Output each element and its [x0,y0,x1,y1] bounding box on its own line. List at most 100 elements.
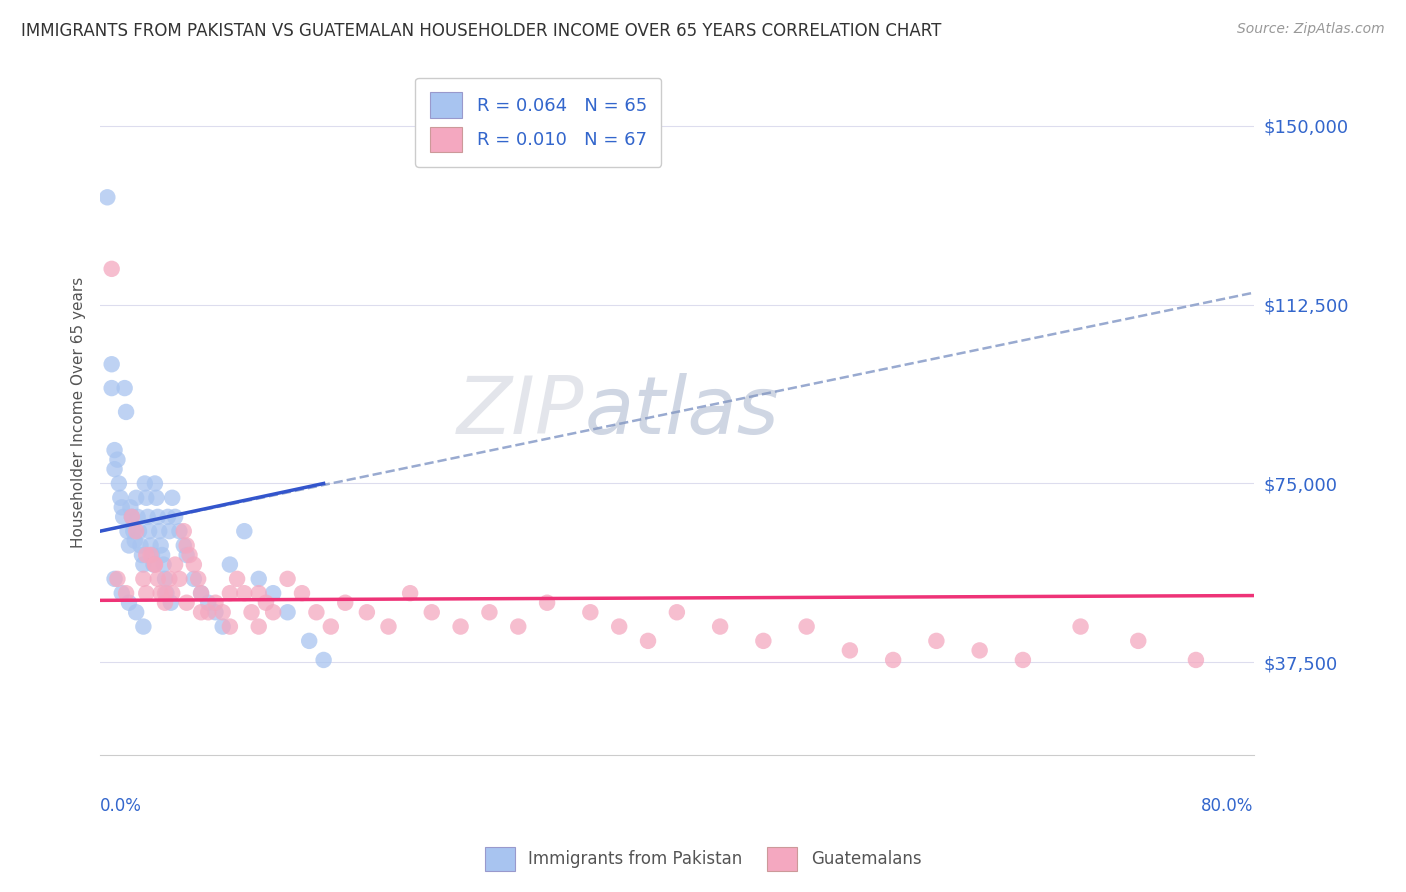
Point [1185,653,1208,667]
Point [169,572,191,586]
Point [607,619,630,633]
Point [121,509,143,524]
Text: ZIP: ZIP [457,373,585,451]
Point [156,509,179,524]
Point [399,586,422,600]
Point [247,586,270,600]
Point [153,586,176,600]
Point [478,605,501,619]
Point [157,572,180,586]
Point [377,619,399,633]
Point [233,586,256,600]
Point [134,476,156,491]
Point [197,605,219,619]
Point [176,539,198,553]
Point [132,572,155,586]
Point [150,548,173,562]
Point [219,586,242,600]
Point [149,586,172,600]
Point [132,558,155,572]
Point [103,462,125,476]
Point [100,381,122,395]
Point [752,633,775,648]
Legend: Immigrants from Pakistan, Guatemalans: Immigrants from Pakistan, Guatemalans [477,839,929,880]
Point [211,619,233,633]
Point [159,596,181,610]
Point [149,539,172,553]
Point [153,596,176,610]
Point [153,572,176,586]
Point [319,619,342,633]
Point [143,558,166,572]
Point [110,491,132,505]
Point [450,619,472,633]
Point [103,443,125,458]
Point [114,381,136,395]
Point [132,619,155,633]
Point [125,524,148,538]
Point [138,524,160,538]
Text: atlas: atlas [585,373,779,451]
Point [115,405,138,419]
Point [356,605,378,619]
Point [219,558,242,572]
Point [145,491,167,505]
Point [420,605,443,619]
Point [211,605,233,619]
Point [312,653,335,667]
Point [100,357,122,371]
Point [709,619,731,633]
Point [139,548,162,562]
Point [124,533,146,548]
Text: Source: ZipAtlas.com: Source: ZipAtlas.com [1237,22,1385,37]
Text: IMMIGRANTS FROM PAKISTAN VS GUATEMALAN HOUSEHOLDER INCOME OVER 65 YEARS CORRELAT: IMMIGRANTS FROM PAKISTAN VS GUATEMALAN H… [21,22,942,40]
Point [152,558,174,572]
Point [665,605,688,619]
Text: 80.0%: 80.0% [1201,797,1254,814]
Point [233,524,256,538]
Point [136,509,159,524]
Point [277,572,299,586]
Text: 0.0%: 0.0% [100,797,142,814]
Point [796,619,818,633]
Point [204,605,226,619]
Point [190,586,212,600]
Point [107,452,129,467]
Point [536,596,558,610]
Point [1012,653,1035,667]
Point [125,605,148,619]
Point [142,558,165,572]
Point [204,596,226,610]
Point [173,539,195,553]
Point [103,572,125,586]
Point [107,572,129,586]
Point [121,509,143,524]
Point [508,619,530,633]
Point [112,509,135,524]
Point [165,509,187,524]
Point [157,524,180,538]
Point [179,548,201,562]
Point [155,586,177,600]
Point [838,643,860,657]
Point [148,524,170,538]
Point [141,548,163,562]
Point [637,633,659,648]
Point [1128,633,1150,648]
Point [190,605,212,619]
Point [226,572,249,586]
Point [298,633,321,648]
Point [176,548,198,562]
Point [131,548,153,562]
Point [187,572,209,586]
Point [190,586,212,600]
Point [139,539,162,553]
Point [135,586,157,600]
Point [1070,619,1092,633]
Point [183,572,205,586]
Point [925,633,948,648]
Point [173,524,195,538]
Point [197,596,219,610]
Point [335,596,357,610]
Point [254,596,277,610]
